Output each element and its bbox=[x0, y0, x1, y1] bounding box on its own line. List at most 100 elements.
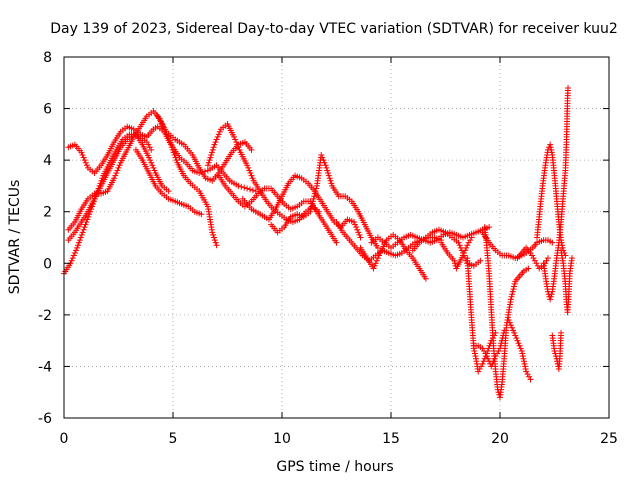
data-point bbox=[146, 154, 153, 161]
data-point bbox=[326, 175, 333, 182]
y-tick-label: 6 bbox=[43, 102, 52, 118]
data-point bbox=[209, 146, 216, 153]
data-point bbox=[215, 131, 222, 138]
data-point bbox=[115, 164, 122, 171]
data-point bbox=[213, 136, 220, 143]
data-point bbox=[312, 188, 319, 195]
data-point bbox=[318, 151, 325, 158]
data-point bbox=[533, 260, 540, 267]
data-point bbox=[150, 164, 157, 171]
data-point bbox=[479, 345, 486, 352]
data-point bbox=[355, 229, 362, 236]
data-point bbox=[513, 335, 520, 342]
data-point bbox=[507, 322, 514, 329]
data-point bbox=[451, 257, 458, 264]
series-arc-e bbox=[132, 146, 205, 218]
series-arc-i bbox=[239, 172, 364, 241]
data-point bbox=[480, 358, 487, 365]
data-point bbox=[511, 329, 518, 336]
data-point bbox=[551, 347, 558, 354]
data-point bbox=[238, 183, 245, 190]
data-point bbox=[321, 159, 328, 166]
data-point bbox=[371, 262, 378, 269]
data-point bbox=[476, 366, 483, 373]
data-point bbox=[246, 167, 253, 174]
data-point bbox=[82, 221, 89, 228]
data-point bbox=[114, 167, 121, 174]
data-point bbox=[534, 262, 541, 269]
data-point bbox=[530, 255, 537, 262]
data-point bbox=[374, 244, 381, 251]
data-point bbox=[547, 293, 554, 300]
data-point bbox=[451, 260, 458, 267]
data-point bbox=[483, 353, 490, 360]
chart-title: Day 139 of 2023, Sidereal Day-to-day VTE… bbox=[50, 21, 618, 37]
data-point bbox=[372, 260, 379, 267]
data-point bbox=[353, 224, 360, 231]
data-point bbox=[148, 146, 155, 153]
data-point bbox=[519, 353, 526, 360]
data-point bbox=[520, 355, 527, 362]
x-axis-label: GPS time / hours bbox=[276, 459, 393, 475]
series-arc-r bbox=[481, 224, 532, 401]
data-point bbox=[472, 353, 479, 360]
x-tick-label: 15 bbox=[382, 431, 400, 447]
data-point bbox=[247, 186, 254, 193]
data-point bbox=[547, 141, 554, 148]
series-arc-b bbox=[65, 131, 155, 244]
data-point bbox=[159, 121, 166, 128]
data-point bbox=[173, 157, 180, 164]
data-point bbox=[85, 213, 92, 220]
y-tick-label: -6 bbox=[38, 411, 52, 427]
data-point bbox=[112, 172, 119, 179]
x-tick-label: 0 bbox=[60, 431, 69, 447]
data-point bbox=[70, 252, 77, 259]
data-point bbox=[307, 208, 314, 215]
data-point bbox=[77, 234, 84, 241]
data-point bbox=[482, 350, 489, 357]
data-point bbox=[547, 144, 554, 151]
data-point bbox=[72, 247, 79, 254]
data-point bbox=[464, 242, 471, 249]
data-point bbox=[205, 159, 212, 166]
data-point bbox=[247, 170, 254, 177]
data-point bbox=[325, 170, 332, 177]
data-point bbox=[208, 151, 215, 158]
data-point bbox=[249, 187, 256, 194]
data-point bbox=[313, 185, 320, 192]
data-point bbox=[531, 257, 538, 264]
data-point bbox=[234, 141, 241, 148]
data-point bbox=[76, 237, 83, 244]
data-point bbox=[565, 84, 572, 91]
data-point bbox=[319, 154, 326, 161]
data-point bbox=[151, 167, 158, 174]
data-point bbox=[231, 133, 238, 140]
data-point bbox=[206, 157, 213, 164]
data-point bbox=[324, 167, 331, 174]
data-point bbox=[210, 231, 217, 238]
x-tick-label: 20 bbox=[491, 431, 509, 447]
data-point bbox=[79, 151, 86, 158]
data-point bbox=[506, 319, 513, 326]
data-point bbox=[79, 229, 86, 236]
data-point bbox=[373, 257, 380, 264]
data-point bbox=[508, 293, 515, 300]
data-point bbox=[357, 234, 364, 241]
data-point bbox=[547, 296, 554, 303]
data-point bbox=[198, 211, 205, 218]
data-point bbox=[457, 244, 464, 251]
data-point bbox=[515, 340, 522, 347]
data-point bbox=[548, 146, 555, 153]
data-point bbox=[479, 360, 486, 367]
data-point bbox=[325, 172, 332, 179]
x-tick-label: 10 bbox=[273, 431, 291, 447]
data-point bbox=[510, 286, 517, 293]
data-point bbox=[422, 275, 429, 282]
x-tick-label: 25 bbox=[600, 431, 618, 447]
y-tick-label: -4 bbox=[38, 359, 52, 375]
data-point bbox=[82, 159, 89, 166]
data-point bbox=[517, 345, 524, 352]
data-point bbox=[509, 291, 516, 298]
y-tick-label: 8 bbox=[43, 50, 52, 66]
